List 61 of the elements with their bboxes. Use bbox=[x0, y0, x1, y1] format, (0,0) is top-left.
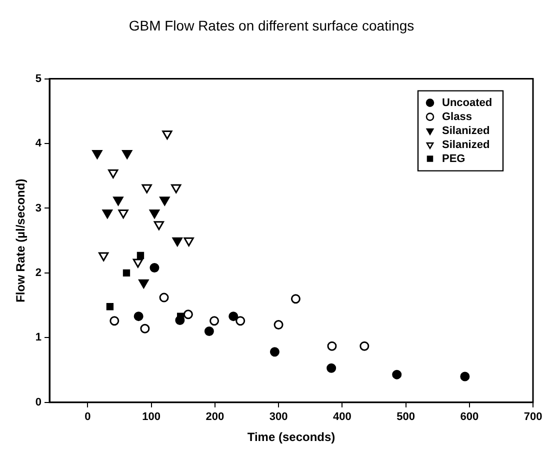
point bbox=[360, 341, 370, 351]
point bbox=[183, 310, 193, 320]
legend-label: Silanized bbox=[442, 124, 490, 137]
point bbox=[171, 184, 182, 194]
point bbox=[132, 258, 144, 268]
point bbox=[290, 294, 300, 304]
point bbox=[149, 210, 160, 219]
point bbox=[142, 184, 152, 194]
point bbox=[159, 292, 169, 302]
y-tick-label: 4 bbox=[35, 138, 42, 150]
x-tick-label: 700 bbox=[524, 411, 542, 424]
point bbox=[113, 196, 124, 206]
legend-label: Silanized bbox=[442, 138, 490, 151]
point bbox=[108, 169, 118, 178]
legend-label: PEG bbox=[442, 152, 466, 165]
point bbox=[228, 312, 238, 322]
x-tick-label: 200 bbox=[206, 411, 224, 424]
x-tick-label: 300 bbox=[269, 411, 288, 424]
point bbox=[326, 363, 336, 373]
point bbox=[92, 150, 102, 159]
point bbox=[236, 316, 246, 326]
x-tick-label: 400 bbox=[332, 411, 352, 424]
point bbox=[106, 303, 114, 310]
x-tick-label: 500 bbox=[396, 411, 415, 424]
x-tick-label: 600 bbox=[460, 411, 479, 424]
point bbox=[162, 130, 172, 140]
point bbox=[210, 316, 220, 326]
point bbox=[184, 237, 194, 246]
point bbox=[136, 252, 144, 260]
point bbox=[150, 263, 160, 273]
y-tick-label: 0 bbox=[35, 396, 42, 408]
point bbox=[122, 150, 132, 159]
y-tick-label: 3 bbox=[35, 202, 42, 214]
legend-label: Uncoated bbox=[442, 96, 492, 109]
y-tick-label: 2 bbox=[35, 266, 42, 279]
point bbox=[110, 316, 120, 326]
point bbox=[134, 312, 144, 322]
point bbox=[176, 312, 184, 320]
point bbox=[138, 279, 149, 288]
point bbox=[122, 269, 130, 277]
point bbox=[274, 320, 284, 330]
point bbox=[154, 221, 164, 230]
point bbox=[98, 252, 109, 262]
y-tick-label: 1 bbox=[35, 332, 42, 344]
legend-label: Glass bbox=[442, 110, 472, 123]
chart-title: GBM Flow Rates on different surface coatings bbox=[128, 17, 414, 34]
point bbox=[270, 347, 280, 357]
point bbox=[392, 370, 402, 380]
x-tick-label: 0 bbox=[84, 411, 91, 424]
point bbox=[140, 324, 150, 334]
x-axis-title: Time (seconds) bbox=[247, 430, 336, 444]
y-tick-label: 5 bbox=[35, 72, 42, 85]
point bbox=[204, 326, 214, 336]
point bbox=[460, 372, 470, 382]
point bbox=[327, 341, 337, 351]
point bbox=[102, 210, 112, 219]
y-axis-title: Flow Rate (µl/second) bbox=[14, 178, 28, 302]
point bbox=[160, 196, 170, 206]
point bbox=[172, 237, 182, 246]
point bbox=[118, 210, 128, 219]
x-tick-label: 100 bbox=[142, 411, 160, 424]
